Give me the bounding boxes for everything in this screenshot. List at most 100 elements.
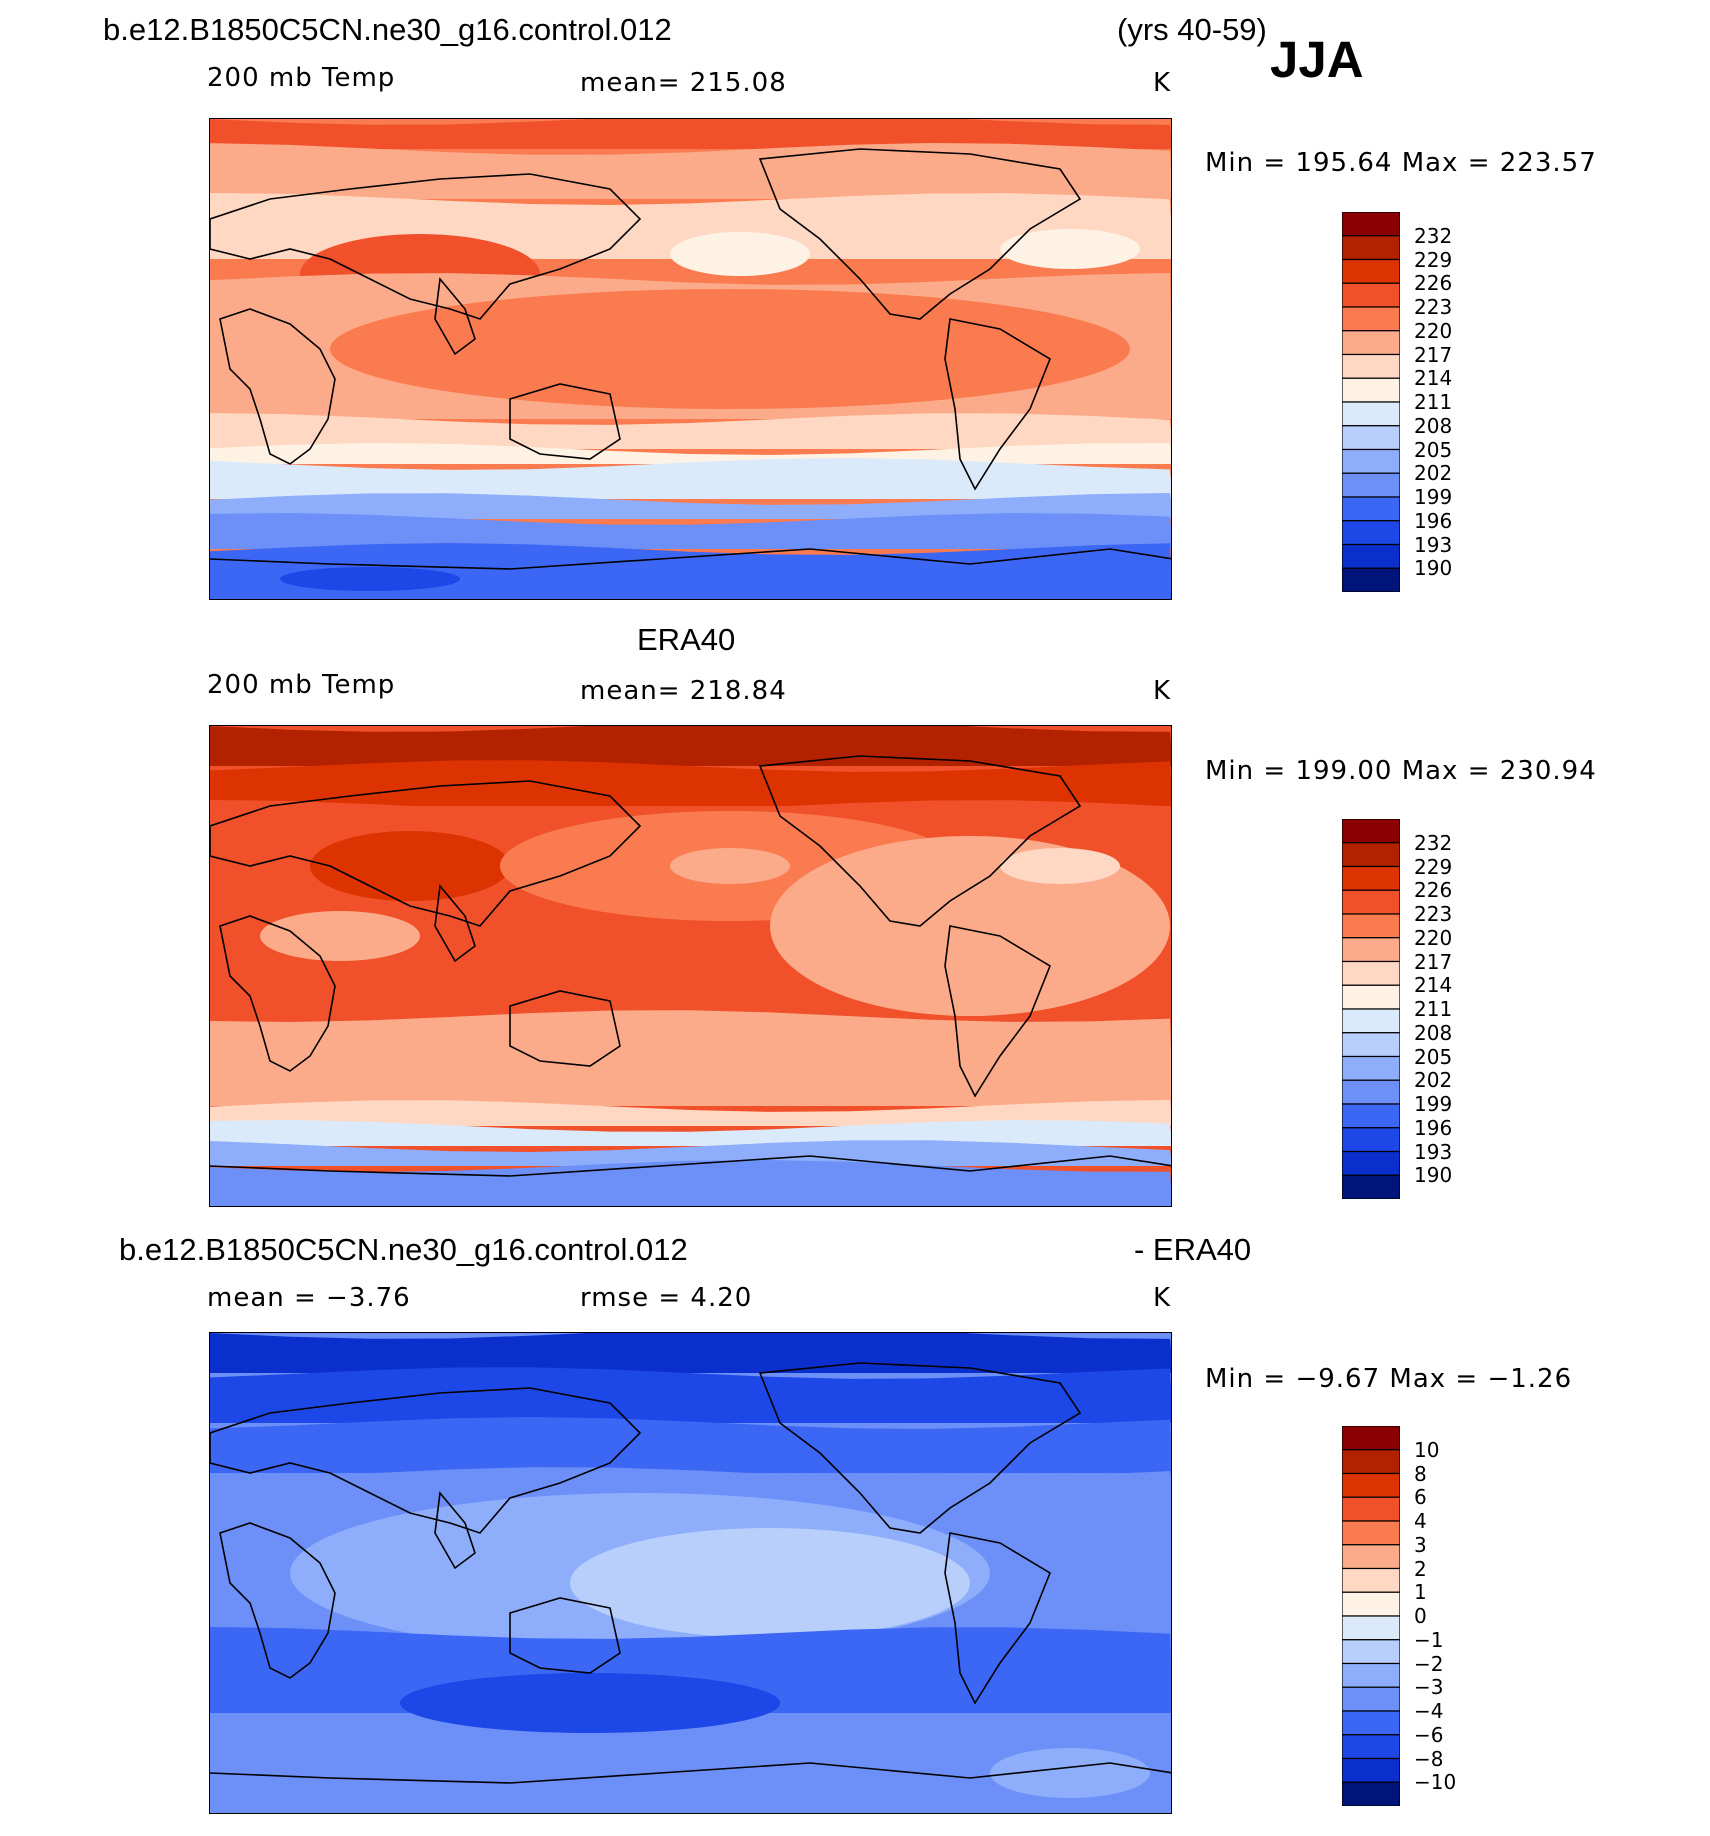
panel3-title: b.e12.B1850C5CN.ne30_g16.control.012 — [119, 1232, 688, 1267]
coastline-path — [210, 780, 642, 927]
contour-band — [210, 543, 1171, 599]
colorbar-tick-label: 1 — [1414, 1580, 1427, 1605]
colorbar-tick-label: 232 — [1414, 830, 1453, 855]
colorbar-tick-label: 214 — [1414, 366, 1453, 391]
colorbar-swatch — [1342, 1426, 1400, 1451]
colorbar-tick-label: 4 — [1414, 1509, 1427, 1533]
coastline-path — [210, 1155, 1171, 1177]
colorbar-tick-label: 223 — [1414, 295, 1453, 319]
coastline-path — [944, 925, 1051, 1098]
colorbar-tick-label: 226 — [1414, 271, 1453, 296]
panel2-colorbar — [1342, 819, 1400, 1199]
colorbar-tick-label: 205 — [1414, 437, 1453, 462]
colorbar-swatch — [1342, 496, 1400, 522]
panel3-colorbar — [1342, 1426, 1400, 1806]
colorbar-swatch — [1342, 377, 1400, 403]
colorbar-swatch — [1342, 330, 1400, 356]
panel3-units: K — [1153, 1283, 1172, 1313]
colorbar-swatch — [1342, 889, 1400, 915]
colorbar-swatch — [1342, 472, 1400, 498]
colorbar-tick-label: −1 — [1414, 1627, 1444, 1652]
panel3-colorbar-swatches — [1342, 1426, 1400, 1806]
colorbar-swatch — [1342, 1174, 1400, 1199]
contour-band — [210, 443, 1171, 464]
colorbar-swatch — [1342, 913, 1400, 939]
colorbar-tick-label: 211 — [1414, 997, 1453, 1021]
colorbar-swatch — [1342, 1567, 1400, 1593]
colorbar-swatch — [1342, 1615, 1400, 1641]
colorbar-tick-label: 211 — [1414, 390, 1453, 414]
panel2-contour-field — [210, 726, 1171, 1206]
coastline-path — [210, 173, 642, 320]
colorbar-tick-label: 208 — [1414, 1020, 1453, 1045]
colorbar-tick-label: 229 — [1414, 247, 1453, 272]
panel2-variable: 200 mb Temp — [207, 670, 396, 700]
contour-band — [210, 1140, 1171, 1166]
coastlines — [210, 148, 1171, 570]
colorbar-swatch — [1342, 282, 1400, 308]
contour-band — [210, 119, 1171, 149]
contour-band — [210, 1100, 1171, 1126]
colorbar-swatch — [1342, 1472, 1400, 1498]
colorbar-tick-label: 10 — [1414, 1437, 1440, 1462]
colorbar-swatch — [1342, 1639, 1400, 1665]
panel2-units: K — [1153, 676, 1172, 706]
contour-band — [210, 1160, 1171, 1206]
colorbar-tick-label: 199 — [1414, 1092, 1453, 1116]
coastline-path — [219, 915, 336, 1072]
colorbar-tick-label: 2 — [1414, 1556, 1427, 1581]
colorbar-swatch — [1342, 1544, 1400, 1570]
panel3-minmax: Min = −9.67 Max = −1.26 — [1205, 1364, 1573, 1394]
panel1-units: K — [1153, 68, 1172, 98]
contour-band — [210, 1010, 1171, 1106]
contour-band — [210, 760, 1171, 806]
panel2-minmax: Min = 199.00 Max = 230.94 — [1205, 756, 1597, 786]
colorbar-tick-label: −6 — [1414, 1722, 1444, 1747]
colorbar-swatch — [1342, 1008, 1400, 1034]
colorbar-swatch — [1342, 1520, 1400, 1546]
panel1-minmax: Min = 195.64 Max = 223.57 — [1205, 148, 1597, 178]
colorbar-swatch — [1342, 842, 1400, 868]
contour-band — [210, 143, 1171, 199]
contour-band — [210, 1333, 1171, 1373]
contour-blob — [400, 1673, 780, 1733]
contour-blob — [280, 567, 460, 591]
colorbar-tick-label: 229 — [1414, 854, 1453, 879]
colorbar-swatch — [1342, 520, 1400, 546]
colorbar-swatch — [1342, 1079, 1400, 1105]
panel3-contour-field — [210, 1333, 1171, 1813]
coastlines — [210, 1362, 1171, 1784]
coastline-path — [434, 277, 476, 356]
contour-band — [210, 1727, 1171, 1813]
colorbar-swatch — [1342, 1103, 1400, 1129]
panel1-colorbar-swatches — [1342, 212, 1400, 592]
colorbar-swatch — [1342, 1150, 1400, 1176]
colorbar-tick-label: 208 — [1414, 413, 1453, 438]
colorbar-swatch — [1342, 1032, 1400, 1058]
panel1-mean: mean= 215.08 — [580, 68, 787, 98]
contour-band — [210, 513, 1171, 549]
contour-blob — [1000, 848, 1120, 884]
panel1-contour-field — [210, 119, 1171, 599]
contour-blob — [1000, 229, 1140, 269]
colorbar-tick-label: 193 — [1414, 532, 1453, 557]
colorbar-swatch — [1342, 425, 1400, 451]
colorbar-swatch — [1342, 1591, 1400, 1617]
colorbar-swatch — [1342, 212, 1400, 237]
panel3-mean: mean = −3.76 — [207, 1283, 411, 1313]
colorbar-tick-label: 223 — [1414, 902, 1453, 926]
colorbar-tick-label: 196 — [1414, 508, 1453, 533]
colorbar-tick-label: −10 — [1414, 1770, 1457, 1795]
colorbar-tick-label: 217 — [1414, 342, 1453, 367]
colorbar-tick-label: 196 — [1414, 1115, 1453, 1140]
panel1-colorbar — [1342, 212, 1400, 592]
panel1-map — [209, 118, 1172, 600]
colorbar-swatch — [1342, 1686, 1400, 1712]
colorbar-swatch — [1342, 1055, 1400, 1081]
panel3-rmse: rmse = 4.20 — [580, 1283, 753, 1313]
contour-blob — [260, 911, 420, 961]
colorbar-tick-label: 232 — [1414, 223, 1453, 248]
colorbar-tick-label: 217 — [1414, 949, 1453, 974]
coastline-path — [509, 383, 621, 460]
contour-band — [210, 493, 1171, 519]
